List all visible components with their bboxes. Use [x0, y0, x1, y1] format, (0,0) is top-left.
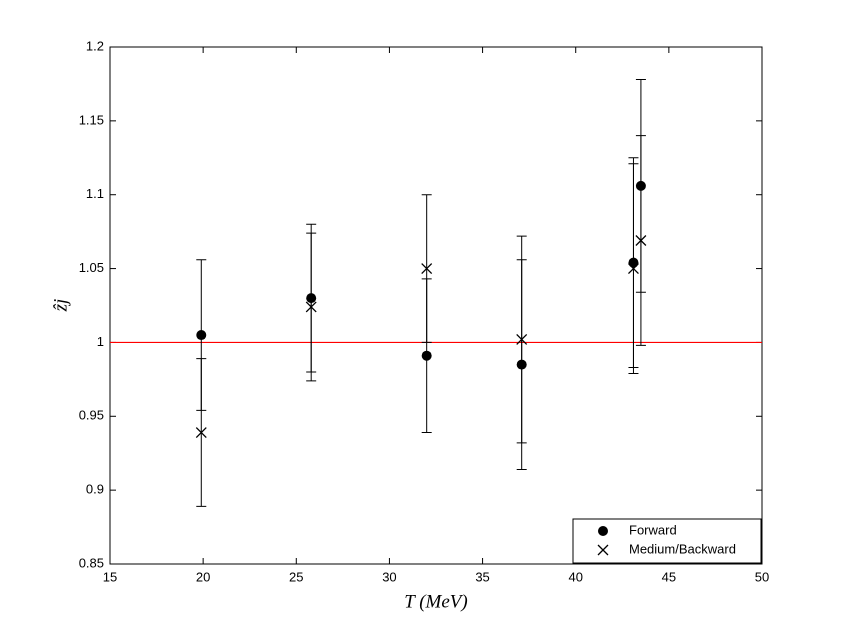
legend-marker: [597, 544, 609, 556]
x-tick-label: 25: [289, 569, 303, 584]
x-tick-label: 20: [196, 569, 210, 584]
legend-marker: [598, 526, 608, 536]
y-tick-label: 0.95: [79, 408, 104, 423]
x-tick-label: 15: [103, 569, 117, 584]
data-point: [421, 263, 433, 275]
y-tick-label: 0.9: [86, 482, 104, 497]
x-tick-label: 50: [755, 569, 769, 584]
data-point: [516, 334, 528, 345]
data-point: [421, 350, 432, 361]
y-tick-label: 1.1: [86, 186, 104, 201]
data-point: [196, 330, 207, 341]
legend-label: Medium/Backward: [629, 541, 736, 556]
legend-label: Forward: [629, 522, 677, 537]
y-tick-label: 1: [97, 334, 104, 349]
x-tick-label: 35: [475, 569, 489, 584]
x-tick-label: 30: [382, 569, 396, 584]
x-tick-label: 40: [568, 569, 582, 584]
data-point: [305, 301, 317, 313]
x-tick-label: 45: [662, 569, 676, 584]
x-axis-label: T (MeV): [404, 591, 468, 612]
data-point: [195, 427, 207, 438]
y-tick-label: 1.2: [86, 38, 104, 53]
y-tick-label: 1.15: [79, 112, 104, 127]
y-tick-label: 0.85: [79, 555, 104, 570]
y-axis-label: ẑj: [50, 299, 71, 313]
y-tick-label: 1.05: [79, 260, 104, 275]
plot-area: [109, 46, 763, 565]
data-point: [635, 235, 647, 246]
data-point: [628, 263, 639, 275]
